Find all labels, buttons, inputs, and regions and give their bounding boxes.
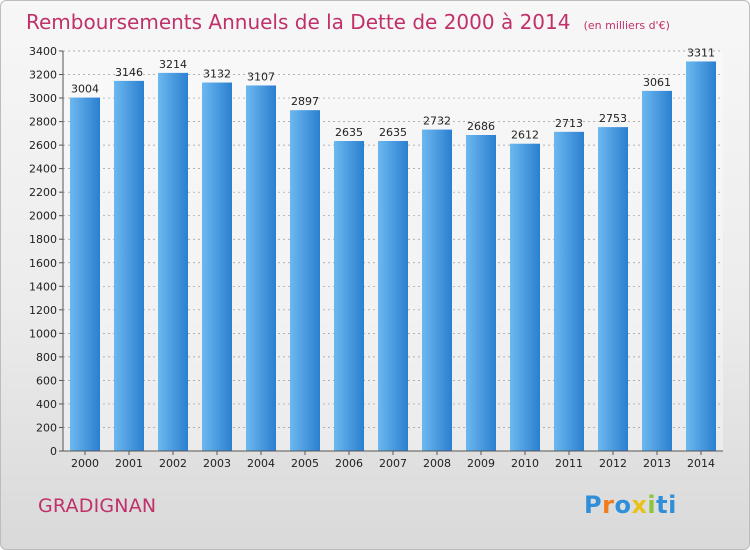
bar xyxy=(246,85,276,452)
chart-unit-note: (en milliers d'€) xyxy=(583,19,670,32)
x-tick-label: 2007 xyxy=(379,457,407,470)
data-label: 3004 xyxy=(71,83,99,96)
x-tick-label: 2009 xyxy=(467,457,495,470)
data-label: 2635 xyxy=(379,126,407,139)
y-tick-label: 600 xyxy=(36,374,57,387)
y-tick-label: 3200 xyxy=(29,69,57,82)
bar xyxy=(422,129,452,451)
bar xyxy=(70,97,100,452)
data-label: 3061 xyxy=(643,76,671,89)
logo-letter: i xyxy=(668,491,677,519)
chart-title: Remboursements Annuels de la Dette de 20… xyxy=(26,10,571,34)
data-label: 2686 xyxy=(467,120,495,133)
y-tick-label: 1000 xyxy=(29,327,57,340)
data-label: 2732 xyxy=(423,115,451,128)
data-label: 2897 xyxy=(291,95,319,108)
data-label: 3132 xyxy=(203,68,231,81)
data-label: 3107 xyxy=(247,70,275,83)
bar xyxy=(554,131,584,451)
logo-letter: i xyxy=(647,491,657,519)
x-tick-label: 2013 xyxy=(643,457,671,470)
logo-letter: o xyxy=(614,491,632,519)
x-tick-label: 2003 xyxy=(203,457,231,470)
bar xyxy=(202,82,232,451)
x-tick-label: 2002 xyxy=(159,457,187,470)
bar xyxy=(686,61,716,452)
y-axis-ticks: 0 200 400 600 800 1000 1200 1400 1600 1800 2000 220… xyxy=(29,45,63,458)
bar xyxy=(114,80,144,451)
y-tick-label: 200 xyxy=(36,421,57,434)
x-tick-label: 2011 xyxy=(555,457,583,470)
x-tick-label: 2012 xyxy=(599,457,627,470)
y-tick-label: 0 xyxy=(50,445,57,458)
bar xyxy=(378,141,408,451)
y-tick-label: 2600 xyxy=(29,139,57,152)
y-tick-label: 1400 xyxy=(29,280,57,293)
bar xyxy=(334,141,364,451)
y-tick-label: 2200 xyxy=(29,186,57,199)
data-label: 3146 xyxy=(115,66,143,79)
x-tick-label: 2000 xyxy=(71,457,99,470)
data-label: 3214 xyxy=(159,58,187,71)
data-label: 2635 xyxy=(335,126,363,139)
bar xyxy=(642,90,672,451)
y-tick-label: 3000 xyxy=(29,92,57,105)
data-label: 2713 xyxy=(555,117,583,130)
y-tick-label: 2800 xyxy=(29,116,57,129)
logo-letter: t xyxy=(656,491,669,519)
x-tick-label: 2001 xyxy=(115,457,143,470)
bar xyxy=(158,72,188,451)
data-label: 2753 xyxy=(599,112,627,125)
bar xyxy=(598,127,628,451)
x-tick-label: 2010 xyxy=(511,457,539,470)
x-axis-ticks: 2000 2001 2002 2003 2004 2005 2006 2007 2008 2009… xyxy=(71,451,715,470)
bar xyxy=(290,110,320,452)
logo-letter: P xyxy=(584,491,603,519)
bar xyxy=(510,143,540,452)
y-tick-label: 3400 xyxy=(29,45,57,58)
proxiti-logo: Proxiti xyxy=(584,491,677,519)
x-tick-label: 2014 xyxy=(687,457,715,470)
chart-title-row: Remboursements Annuels de la Dette de 20… xyxy=(26,10,670,34)
y-tick-label: 800 xyxy=(36,351,57,364)
y-tick-label: 1200 xyxy=(29,304,57,317)
y-tick-label: 1600 xyxy=(29,257,57,270)
x-tick-label: 2004 xyxy=(247,457,275,470)
y-tick-label: 2400 xyxy=(29,163,57,176)
x-tick-label: 2005 xyxy=(291,457,319,470)
data-labels: 3004 3146 3214 3132 3107 2897 2635 2635 2732 2686… xyxy=(71,46,715,141)
bars xyxy=(70,61,716,452)
x-tick-label: 2008 xyxy=(423,457,451,470)
logo-letter: x xyxy=(631,491,648,519)
y-tick-label: 400 xyxy=(36,398,57,411)
data-label: 2612 xyxy=(511,129,539,142)
data-label: 3311 xyxy=(687,46,715,59)
city-name: GRADIGNAN xyxy=(38,495,157,517)
logo-letter: r xyxy=(602,491,615,519)
y-tick-label: 2000 xyxy=(29,210,57,223)
x-tick-label: 2006 xyxy=(335,457,363,470)
bar xyxy=(466,135,496,451)
y-tick-label: 1800 xyxy=(29,233,57,246)
